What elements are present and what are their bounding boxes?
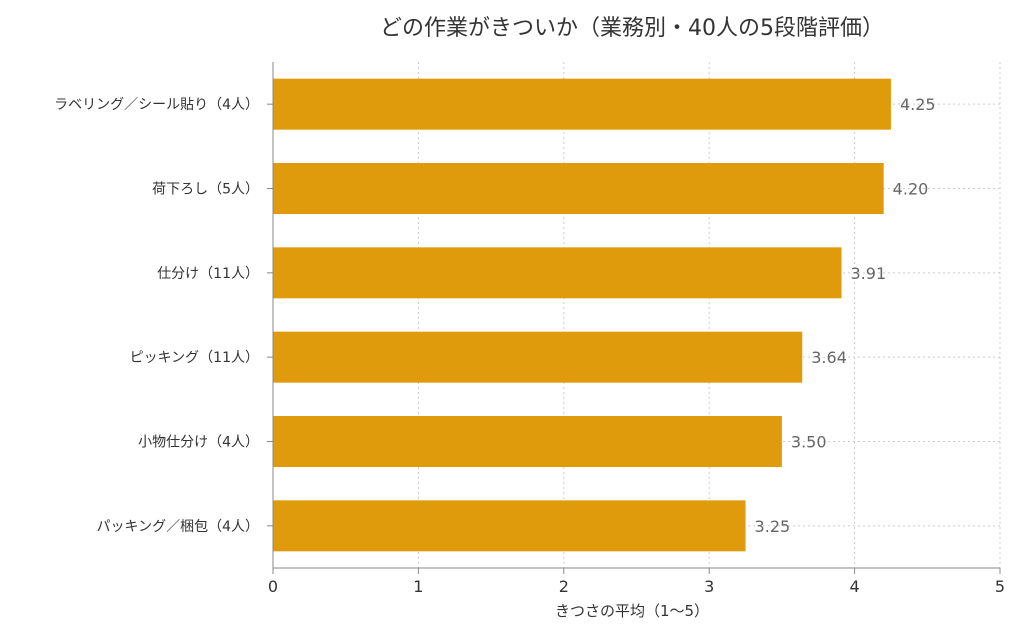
x-axis-label: きつさの平均（1〜5）: [555, 602, 709, 620]
bar: [273, 416, 782, 467]
category-label: 小物仕分け（4人）: [138, 435, 259, 451]
bar: [273, 247, 842, 299]
chart-title: どの作業がきついか（業務別・40人の5段階評価）: [380, 16, 884, 41]
bar: [273, 78, 891, 130]
category-label: ラベリング／シール貼り（4人）: [54, 97, 259, 113]
bar: [273, 331, 803, 383]
x-tick-label: 3: [704, 577, 714, 596]
bars: [273, 78, 891, 552]
category-label: パッキング／梱包（4人）: [97, 519, 260, 535]
axes: [267, 62, 1001, 574]
grid-lines: [273, 62, 1001, 568]
bar-value-label: 3.50: [791, 433, 827, 452]
bar-value-label: 3.91: [851, 264, 887, 283]
bar-value-label: 3.25: [755, 517, 791, 536]
x-tick-label: 4: [850, 577, 860, 596]
category-label: ピッキング（11人）: [130, 350, 259, 366]
x-tick-label: 5: [995, 577, 1005, 596]
bar-value-label: 3.64: [811, 348, 847, 367]
category-label: 荷下ろし（5人）: [152, 182, 259, 198]
x-tick-label: 1: [413, 577, 423, 596]
bar-value-label: 4.20: [893, 180, 929, 199]
bar: [273, 500, 746, 552]
bar-value-label: 4.25: [900, 95, 936, 114]
bar: [273, 163, 884, 214]
x-tick-label: 0: [268, 577, 278, 596]
category-label: 仕分け（11人）: [157, 266, 259, 282]
labels: 4.25 ラベリング／シール貼り（4人） 4.20 荷下ろし（5人） 3.91 仕分け（1…: [54, 95, 1005, 596]
x-tick-label: 2: [559, 577, 569, 596]
